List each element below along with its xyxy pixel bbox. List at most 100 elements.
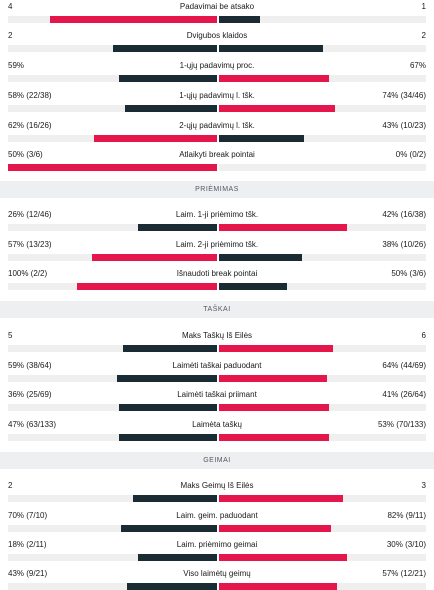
player1-bar-fill xyxy=(137,554,217,561)
player1-bar-fill xyxy=(120,525,217,532)
stat-label: Laimėta taškų xyxy=(192,420,242,429)
player1-bar-track xyxy=(8,404,217,411)
player2-bar-fill xyxy=(219,135,304,142)
player1-bar-fill xyxy=(8,164,217,171)
player1-value: 59% (38/64) xyxy=(8,361,52,370)
player1-bar-track xyxy=(8,164,217,171)
player1-bar-track xyxy=(8,254,217,261)
stat-label: 2-ųjų padavimų l. tšk. xyxy=(179,121,255,130)
player1-bar-track xyxy=(8,16,217,23)
player2-bar-track xyxy=(219,254,426,261)
stat-label: 1-ųjų padavimų l. tšk. xyxy=(179,91,255,100)
player1-bar-fill xyxy=(76,283,217,290)
stat-label: Maks Taškų Iš Eilės xyxy=(181,331,253,340)
player2-bar-track xyxy=(219,495,426,502)
player2-bar-fill xyxy=(219,345,333,352)
section-header: TAŠKAI xyxy=(0,301,434,318)
player2-value: 43% (10/23) xyxy=(382,121,426,130)
player2-value: 1 xyxy=(421,2,426,11)
player2-value: 67% xyxy=(409,61,426,70)
player2-bar-track xyxy=(219,525,426,532)
player2-value: 57% (12/21) xyxy=(382,569,426,578)
player1-bar-fill xyxy=(122,345,217,352)
player2-value: 3 xyxy=(421,481,426,490)
player2-bar-fill xyxy=(219,525,331,532)
player2-bar-track xyxy=(219,135,426,142)
player2-bar-track xyxy=(219,283,426,290)
player1-bar-track xyxy=(8,525,217,532)
player2-value: 64% (44/69) xyxy=(382,361,426,370)
player2-value: 50% (3/6) xyxy=(391,269,426,278)
player1-bar-fill xyxy=(116,375,217,382)
player1-value: 58% (22/38) xyxy=(8,91,52,100)
player1-value: 18% (2/11) xyxy=(8,540,47,549)
player1-bar-fill xyxy=(127,583,217,590)
player2-bar-track xyxy=(219,164,426,171)
player2-value: 38% (10/26) xyxy=(382,240,426,249)
stat-label: Padavimai be atsako xyxy=(179,2,255,11)
player2-bar-track xyxy=(219,375,426,382)
player1-value: 36% (25/69) xyxy=(8,390,52,399)
player2-bar-fill xyxy=(219,375,327,382)
player1-value: 2 xyxy=(8,31,13,40)
player1-value: 100% (2/2) xyxy=(8,269,48,278)
player1-value: 62% (16/26) xyxy=(8,121,52,130)
player1-bar-track xyxy=(8,495,217,502)
stat-label: Viso laimėtų geimų xyxy=(183,569,251,578)
stat-label: Maks Geimų Iš Eilės xyxy=(180,481,254,490)
player1-value: 4 xyxy=(8,2,13,11)
stat-label: Laimėti taškai priimant xyxy=(177,390,257,399)
player1-bar-track xyxy=(8,283,217,290)
player1-bar-fill xyxy=(133,495,217,502)
player1-bar-fill xyxy=(137,224,217,231)
player2-bar-fill xyxy=(219,283,288,290)
player1-bar-fill xyxy=(118,434,217,441)
player2-bar-track xyxy=(219,45,426,52)
player2-bar-track xyxy=(219,554,426,561)
stat-label: Laim. 1-ji priėmimo tšk. xyxy=(175,210,259,219)
player2-value: 6 xyxy=(421,331,426,340)
player2-bar-fill xyxy=(219,583,337,590)
player1-bar-track xyxy=(8,135,217,142)
player1-bar-track xyxy=(8,375,217,382)
player2-bar-fill xyxy=(219,45,323,52)
player1-bar-fill xyxy=(125,105,217,112)
player2-bar-fill xyxy=(219,254,302,261)
player2-bar-track xyxy=(219,16,426,23)
player2-value: 30% (3/10) xyxy=(386,540,426,549)
stat-label: Laim. 2-ji priėmimo tšk. xyxy=(175,240,259,249)
player1-value: 2 xyxy=(8,481,13,490)
player1-value: 5 xyxy=(8,331,13,340)
player1-bar-track xyxy=(8,345,217,352)
player2-bar-fill xyxy=(219,105,335,112)
player1-bar-fill xyxy=(91,254,217,261)
player1-bar-track xyxy=(8,75,217,82)
player2-bar-track xyxy=(219,583,426,590)
player2-bar-fill xyxy=(219,554,348,561)
player1-value: 43% (9/21) xyxy=(8,569,48,578)
player1-bar-track xyxy=(8,434,217,441)
player1-bar-fill xyxy=(118,75,217,82)
player1-bar-track xyxy=(8,45,217,52)
stat-label: Išnaudoti break pointai xyxy=(176,269,258,278)
player1-value: 50% (3/6) xyxy=(8,150,43,159)
player1-bar-fill xyxy=(118,404,217,411)
player2-bar-track xyxy=(219,404,426,411)
player2-bar-fill xyxy=(219,434,329,441)
player2-bar-fill xyxy=(219,404,329,411)
section-header: PRIĖMIMAS xyxy=(0,181,434,198)
stat-label: Dvigubos klaidos xyxy=(186,31,248,40)
stat-label: 1-ųjų padavimų proc. xyxy=(179,61,255,70)
player1-bar-track xyxy=(8,583,217,590)
player2-value: 53% (70/133) xyxy=(377,420,426,429)
player1-value: 57% (13/23) xyxy=(8,240,52,249)
player1-value: 26% (12/46) xyxy=(8,210,52,219)
section-header: GEIMAI xyxy=(0,452,434,469)
player2-value: 2 xyxy=(421,31,426,40)
player2-value: 74% (34/46) xyxy=(382,91,426,100)
player1-value: 59% xyxy=(8,61,25,70)
player2-bar-fill xyxy=(219,75,329,82)
player2-bar-track xyxy=(219,105,426,112)
player1-value: 70% (7/10) xyxy=(8,511,48,520)
player2-bar-fill xyxy=(219,495,344,502)
